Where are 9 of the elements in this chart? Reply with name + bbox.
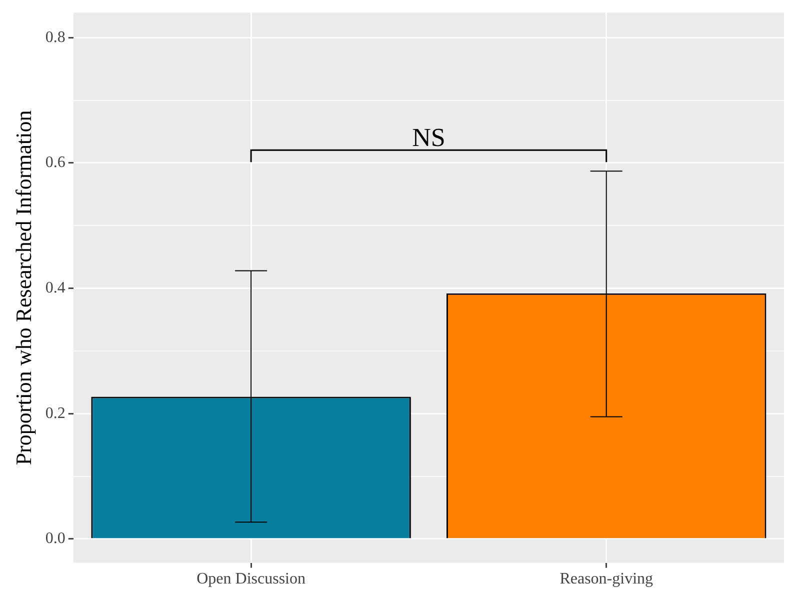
y-tick-label: 0.2 [45, 404, 66, 422]
x-tick-label: Open Discussion [196, 570, 306, 588]
y-tick-label: 0.0 [45, 530, 66, 548]
y-tick-label: 0.6 [45, 154, 66, 172]
x-tick-label: Reason-giving [560, 570, 654, 588]
y-tick-label: 0.8 [45, 28, 66, 46]
y-axis-title: Proportion who Researched Information [10, 110, 36, 466]
y-tick-label: 0.4 [45, 280, 66, 297]
annotation: NS [412, 122, 446, 152]
